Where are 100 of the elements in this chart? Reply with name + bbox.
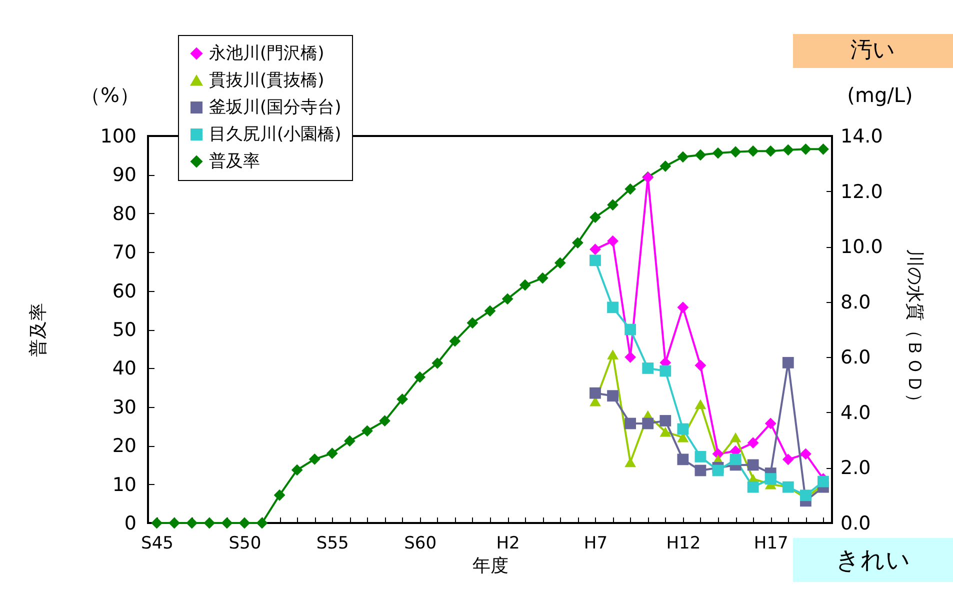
point — [607, 302, 618, 314]
point — [782, 356, 794, 368]
text: 汚い — [793, 34, 953, 68]
point — [677, 151, 689, 163]
point — [590, 244, 601, 256]
x-tick-label: H7 — [584, 534, 608, 554]
point — [730, 432, 742, 442]
legend-label: 普及率 — [209, 152, 260, 172]
y2-tick-label: 4.0 — [840, 402, 871, 424]
y-tick-label: 20 — [112, 435, 136, 458]
point — [624, 183, 636, 195]
point — [432, 357, 444, 369]
point — [660, 160, 672, 172]
point — [818, 476, 829, 488]
point — [308, 453, 320, 465]
point — [519, 279, 531, 291]
point — [677, 423, 689, 435]
legend-label: 目久尻川(小園橋) — [209, 124, 342, 144]
x-axis-title: 年度 — [472, 556, 508, 576]
point — [712, 147, 724, 159]
x-tick-label: S50 — [228, 534, 262, 554]
point — [764, 145, 776, 157]
point — [694, 149, 706, 161]
point — [362, 425, 373, 437]
point — [624, 351, 636, 363]
point — [660, 426, 672, 437]
point — [694, 450, 706, 462]
point — [502, 293, 514, 305]
y2-tick-label: 2.0 — [840, 457, 871, 480]
point — [818, 143, 829, 155]
x-tick-label: H17 — [754, 534, 788, 554]
point — [694, 360, 706, 372]
point — [554, 257, 566, 269]
y2-tick-label: 12.0 — [840, 180, 883, 203]
point — [624, 457, 636, 468]
y-tick-label: 100 — [100, 126, 136, 148]
y-tick-label: 50 — [112, 319, 136, 341]
point — [800, 448, 812, 460]
y2-tick-label: 10.0 — [840, 236, 883, 258]
y-tick-label: 60 — [112, 280, 136, 302]
point — [677, 454, 689, 466]
point — [449, 335, 461, 347]
point — [607, 199, 618, 211]
y-tick-label: 0 — [124, 512, 136, 534]
y-axis-title: 普及率 — [28, 303, 50, 357]
point — [168, 517, 180, 529]
text: （%） — [79, 82, 140, 109]
point — [590, 212, 601, 223]
y2-tick-label: 0.0 — [840, 512, 871, 534]
point — [730, 454, 742, 466]
x-tick-label: S45 — [141, 534, 174, 554]
point — [747, 437, 759, 449]
point — [747, 481, 759, 493]
legend-label: 永池川(門沢橋) — [209, 44, 324, 64]
point — [256, 517, 268, 529]
point — [800, 490, 812, 502]
point — [414, 371, 426, 383]
point — [536, 272, 548, 284]
point — [642, 362, 654, 374]
text: (mg/L) — [846, 82, 914, 109]
y2-axis-title: 川の水質（ＢＯＤ） — [904, 249, 925, 411]
point — [379, 415, 390, 427]
point — [607, 349, 618, 360]
y-tick-label: 90 — [112, 164, 136, 186]
x-tick-label: S60 — [404, 534, 437, 554]
point — [607, 390, 618, 402]
point — [677, 302, 689, 314]
point — [326, 448, 338, 460]
point — [221, 517, 233, 529]
y-tick-label: 70 — [112, 242, 136, 264]
point — [694, 399, 706, 410]
point — [590, 387, 601, 399]
y2-tick-label: 14.0 — [840, 126, 883, 148]
point — [291, 464, 303, 476]
point — [607, 235, 618, 247]
y2-tick-label: 6.0 — [840, 346, 871, 369]
point — [782, 144, 794, 156]
y-tick-label: 80 — [112, 202, 136, 225]
point — [274, 489, 286, 501]
point — [782, 454, 794, 466]
legend-label: 釜坂川(国分寺台) — [209, 98, 342, 118]
point — [572, 237, 584, 249]
point — [238, 517, 250, 529]
point — [624, 324, 636, 336]
point — [642, 418, 654, 430]
point — [204, 517, 216, 529]
text: きれい — [793, 538, 953, 582]
y-tick-label: 10 — [112, 474, 136, 496]
point — [344, 435, 356, 447]
point — [764, 418, 776, 430]
point — [747, 459, 759, 471]
point — [660, 415, 672, 426]
x-tick-label: H2 — [496, 534, 520, 554]
point — [764, 473, 776, 484]
y-tick-label: 40 — [112, 358, 136, 380]
x-tick-label: H12 — [666, 534, 701, 554]
y2-tick-label: 8.0 — [840, 291, 871, 314]
point — [712, 464, 724, 476]
x-tick-label: S55 — [316, 534, 349, 554]
point — [396, 393, 408, 405]
